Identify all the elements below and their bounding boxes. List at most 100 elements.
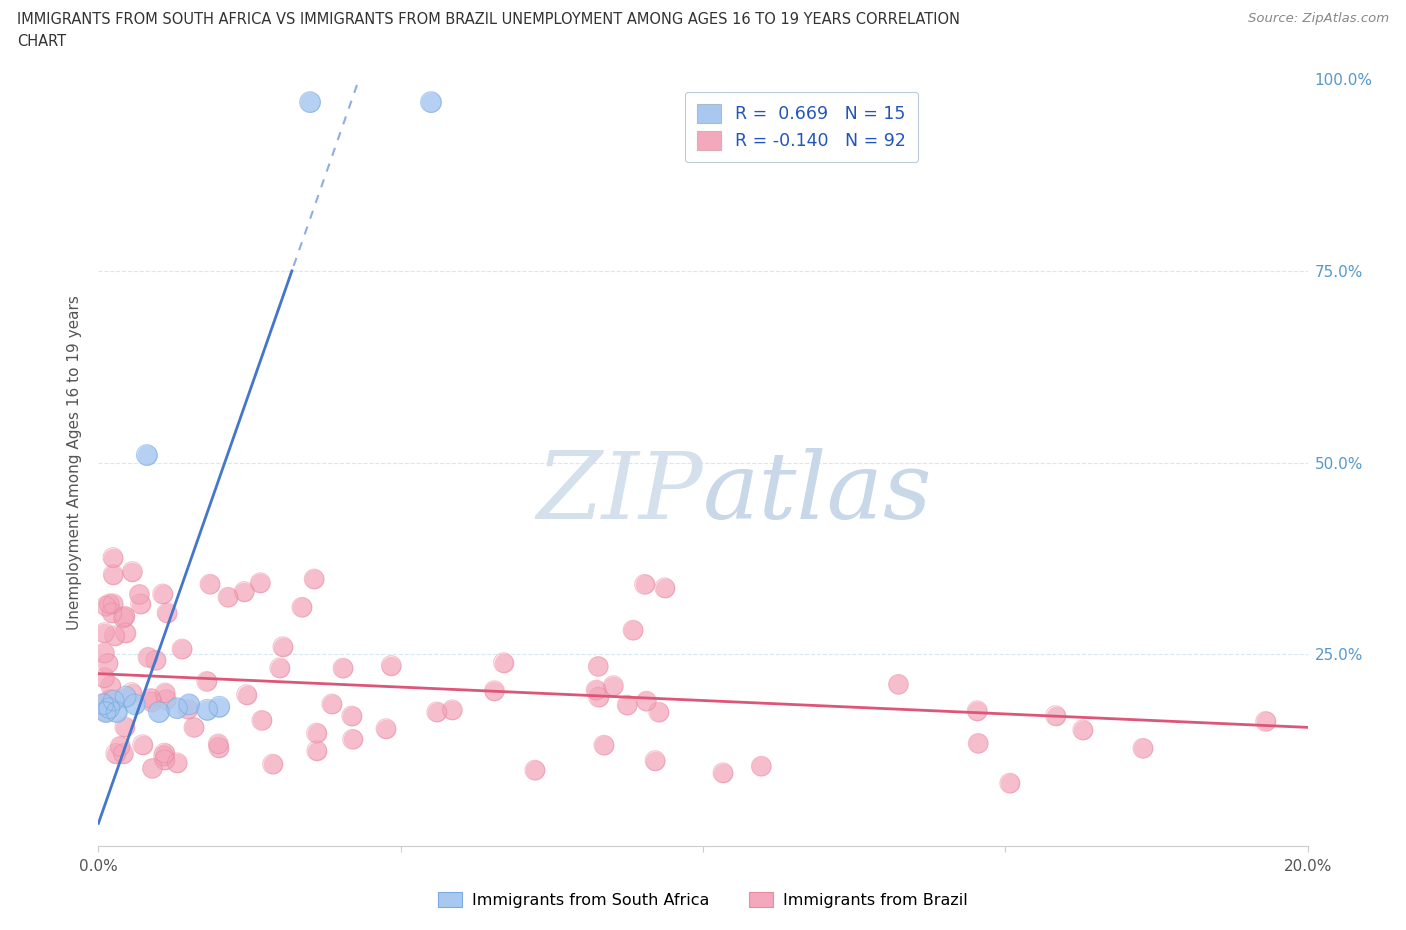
Point xyxy=(93,625,115,640)
Point xyxy=(183,720,205,735)
Point xyxy=(170,642,193,657)
Point xyxy=(585,683,607,698)
Point xyxy=(616,698,638,712)
Point xyxy=(103,693,125,708)
Point xyxy=(114,720,136,735)
Point xyxy=(523,763,546,777)
Text: ZIP: ZIP xyxy=(536,448,703,538)
Point xyxy=(105,705,128,720)
Point xyxy=(121,565,143,579)
Point xyxy=(208,740,231,755)
Point xyxy=(114,609,136,624)
Point xyxy=(249,576,271,591)
Point xyxy=(121,685,143,700)
Point xyxy=(648,705,671,720)
Point xyxy=(302,572,325,587)
Point xyxy=(441,702,464,717)
Point xyxy=(749,759,772,774)
Point xyxy=(633,577,655,591)
Point xyxy=(101,551,124,565)
Point xyxy=(208,699,231,714)
Point xyxy=(103,567,125,582)
Point xyxy=(887,677,910,692)
Point xyxy=(91,697,114,711)
Point xyxy=(233,584,256,599)
Point xyxy=(112,746,135,761)
Point xyxy=(262,757,284,772)
Point xyxy=(195,702,218,717)
Point xyxy=(302,572,325,587)
Point xyxy=(103,693,125,708)
Point xyxy=(93,696,115,711)
Point xyxy=(93,645,115,660)
Point xyxy=(966,703,988,718)
Point xyxy=(93,671,115,685)
Point xyxy=(654,580,676,595)
Point xyxy=(153,685,176,700)
Point xyxy=(183,720,205,735)
Point xyxy=(342,732,364,747)
Point xyxy=(93,696,115,711)
Point xyxy=(155,692,177,707)
Point xyxy=(616,698,638,712)
Point xyxy=(98,596,121,611)
Point xyxy=(749,759,772,774)
Point xyxy=(235,687,257,702)
Point xyxy=(1045,708,1067,723)
Point xyxy=(588,690,610,705)
Point xyxy=(1132,741,1154,756)
Point xyxy=(108,739,131,754)
Point xyxy=(103,567,125,582)
Point xyxy=(299,95,322,110)
Point xyxy=(208,699,231,714)
Point xyxy=(250,713,273,728)
Point xyxy=(166,701,188,716)
Point xyxy=(112,746,135,761)
Point xyxy=(129,596,152,611)
Point xyxy=(998,776,1021,790)
Point xyxy=(426,705,449,720)
Point xyxy=(484,684,506,698)
Point xyxy=(148,705,170,720)
Point xyxy=(492,656,515,671)
Point xyxy=(420,95,443,110)
Point xyxy=(128,587,150,602)
Point xyxy=(602,678,624,693)
Point xyxy=(100,679,122,694)
Point xyxy=(97,656,120,671)
Point xyxy=(179,697,201,711)
Point xyxy=(966,703,988,718)
Point xyxy=(208,740,231,755)
Point xyxy=(114,689,136,704)
Point xyxy=(585,683,607,698)
Point xyxy=(93,625,115,640)
Legend: R =  0.669   N = 15, R = -0.140   N = 92: R = 0.669 N = 15, R = -0.140 N = 92 xyxy=(685,91,918,162)
Point xyxy=(101,605,124,620)
Point xyxy=(235,687,257,702)
Point xyxy=(93,704,115,719)
Point xyxy=(136,650,159,665)
Point xyxy=(145,653,167,668)
Point xyxy=(141,695,163,710)
Point xyxy=(321,697,343,711)
Point xyxy=(141,761,163,776)
Point xyxy=(139,691,162,706)
Point xyxy=(131,737,153,752)
Point xyxy=(98,701,121,716)
Point xyxy=(103,629,125,644)
Point xyxy=(375,722,398,737)
Point xyxy=(170,642,193,657)
Point xyxy=(153,746,176,761)
Text: atlas: atlas xyxy=(703,448,932,538)
Point xyxy=(98,701,121,716)
Point xyxy=(441,702,464,717)
Point xyxy=(654,580,676,595)
Point xyxy=(128,587,150,602)
Point xyxy=(101,596,124,611)
Point xyxy=(593,737,616,752)
Point xyxy=(299,95,322,110)
Point xyxy=(155,692,177,707)
Point xyxy=(136,650,159,665)
Point xyxy=(217,590,239,604)
Point xyxy=(179,697,201,711)
